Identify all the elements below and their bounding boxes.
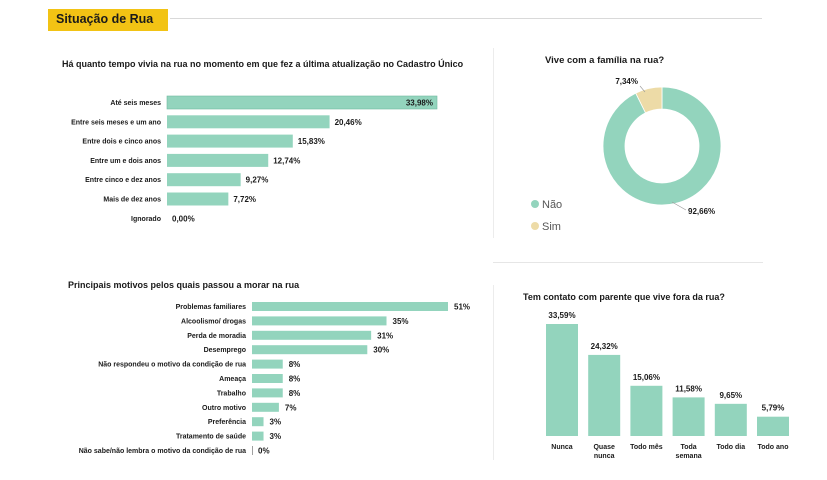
data-label: 3%	[270, 418, 282, 427]
donut-slice	[602, 86, 722, 206]
category-label: Outro motivo	[202, 405, 246, 412]
data-label: 0%	[258, 447, 270, 456]
category-label: Todo mês	[630, 444, 663, 451]
chart-title-tempo-rua: Há quanto tempo vivia na rua no momento …	[62, 59, 464, 69]
chart-title-familia-rua: Vive com a família na rua?	[545, 55, 665, 66]
category-label: Não sabe/não lembra o motivo da condição…	[79, 448, 246, 455]
page-title: Situação de Rua	[56, 12, 154, 26]
leader-line	[671, 201, 687, 211]
column-divider-bottom	[493, 285, 494, 460]
bar-highlight	[166, 95, 438, 110]
column-divider-top	[493, 48, 494, 238]
category-label: Todo ano	[758, 444, 789, 451]
data-label: 0,00%	[172, 214, 195, 223]
data-label: 35%	[393, 317, 409, 326]
data-label: 5,79%	[762, 404, 785, 413]
bar	[672, 397, 705, 436]
category-label: Nunca	[551, 444, 573, 451]
category-label: Entre dois e cinco anos	[82, 139, 161, 146]
bar	[252, 359, 283, 369]
chart-title-contato-parente: Tem contato com parente que vive fora da…	[523, 292, 725, 302]
data-label: 9,27%	[246, 176, 269, 185]
section-header-bar	[48, 9, 168, 31]
data-label: 7,34%	[615, 77, 638, 86]
category-label: semana	[676, 453, 702, 460]
data-label: 24,32%	[591, 342, 618, 351]
data-label: 33,98%	[406, 99, 433, 108]
bar	[167, 153, 269, 167]
bar	[252, 316, 387, 326]
bar	[167, 115, 330, 129]
bar	[588, 354, 621, 436]
category-label: Desemprego	[204, 347, 246, 354]
legend-label: Sim	[542, 221, 561, 233]
data-label: 7,72%	[233, 195, 256, 204]
category-label: Alcoolismo/ drogas	[181, 318, 246, 325]
chart-title-motivos: Principais motivos pelos quais passou a …	[68, 280, 300, 290]
legend-marker	[531, 200, 539, 208]
category-label: Perda de moradia	[187, 333, 246, 340]
data-label: 31%	[377, 331, 393, 340]
data-label: 8%	[289, 389, 301, 398]
category-label: nunca	[594, 453, 615, 460]
data-label: 15,83%	[298, 137, 325, 146]
category-label: Ameaça	[219, 376, 246, 383]
bar	[546, 324, 578, 436]
bar	[252, 302, 448, 311]
data-label: 30%	[373, 346, 389, 355]
category-label: Toda	[680, 444, 696, 451]
category-label: Preferência	[208, 419, 246, 426]
category-label: Problemas familiares	[176, 304, 247, 311]
category-label: Ignorado	[131, 216, 161, 223]
bar	[167, 173, 241, 187]
data-label: 12,74%	[273, 156, 300, 165]
data-label: 9,65%	[719, 391, 742, 400]
bar	[167, 192, 229, 206]
category-label: Quase	[593, 444, 615, 451]
category-label: Entre seis meses e um ano	[71, 119, 161, 126]
category-label: Trabalho	[217, 390, 246, 397]
bar	[252, 417, 264, 427]
data-label: 15,06%	[633, 373, 660, 382]
section-divider	[493, 262, 763, 263]
bar	[630, 385, 663, 436]
bar	[757, 416, 789, 436]
leader-line	[639, 85, 646, 93]
bar	[252, 446, 253, 455]
legend-label: Não	[542, 199, 562, 211]
header-divider	[170, 18, 762, 19]
data-label: 51%	[454, 303, 470, 312]
data-label: 7%	[285, 403, 297, 412]
category-label: Entre um e dois anos	[90, 158, 161, 165]
bar	[252, 402, 279, 412]
data-label: 11,58%	[675, 384, 702, 393]
data-label: 33,59%	[548, 311, 575, 320]
data-label: 20,46%	[335, 118, 362, 127]
data-label: 92,66%	[688, 207, 715, 216]
data-label: 8%	[289, 360, 301, 369]
category-label: Tratamento de saúde	[176, 434, 246, 441]
legend-marker	[531, 222, 539, 230]
category-label: Não respondeu o motivo da condição de ru…	[98, 362, 246, 369]
bar	[167, 134, 293, 148]
data-label: 8%	[289, 375, 301, 384]
bar	[252, 345, 368, 355]
category-label: Mais de dez anos	[103, 197, 161, 204]
category-label: Até seis meses	[110, 100, 161, 107]
bar	[167, 96, 437, 109]
bar	[714, 403, 747, 436]
bar	[252, 374, 283, 383]
category-label: Entre cinco e dez anos	[85, 177, 161, 184]
category-label: Todo dia	[716, 444, 745, 451]
data-label: 3%	[270, 432, 282, 441]
bar	[252, 388, 283, 398]
bar	[252, 330, 372, 340]
bar	[252, 431, 264, 441]
